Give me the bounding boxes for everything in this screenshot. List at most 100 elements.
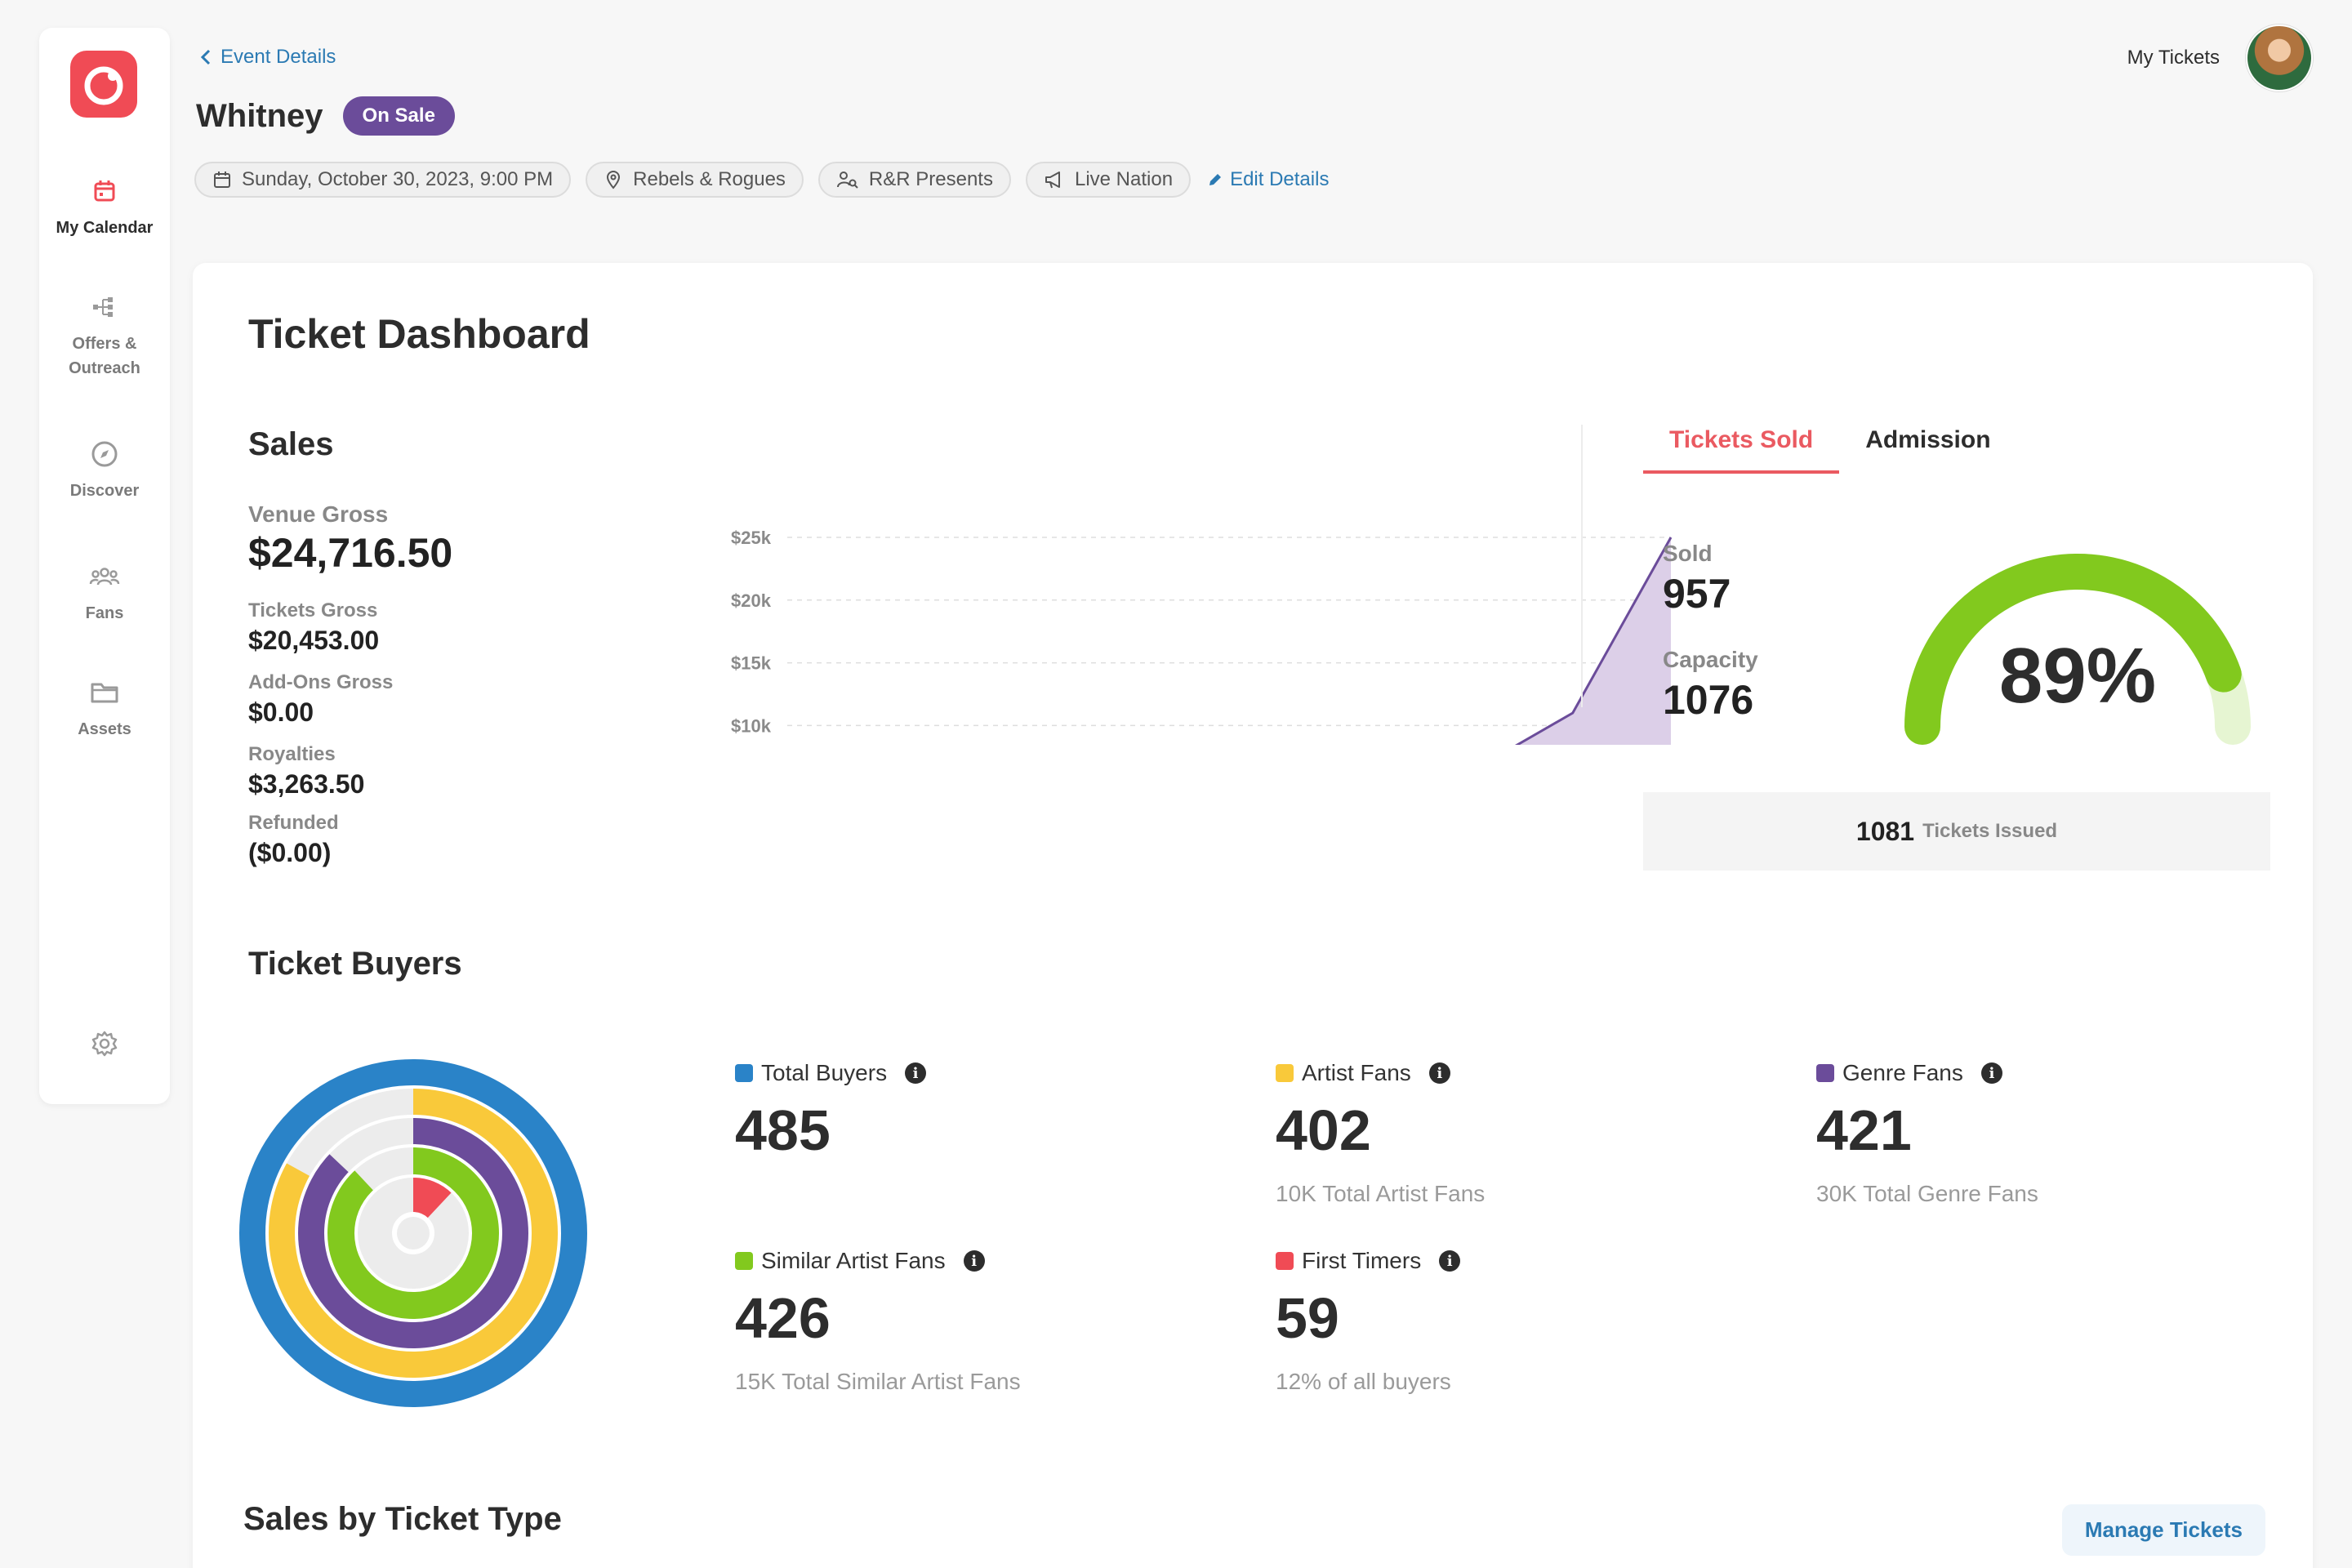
dashboard-title: Ticket Dashboard [248, 311, 590, 357]
buyer-sub: 30K Total Genre Fans [1816, 1181, 2038, 1206]
refunded-stat: Refunded ($0.00) [248, 810, 339, 869]
buyer-sub: 10K Total Artist Fans [1276, 1181, 1486, 1206]
stat-label: Refunded [248, 812, 339, 834]
sidebar-item-offers-outreach[interactable]: Offers & Outreach [39, 291, 170, 381]
hierarchy-icon [93, 297, 113, 317]
ring-artist-fans [267, 1087, 559, 1379]
tab-tickets-sold[interactable]: Tickets Sold [1643, 426, 1840, 474]
stat-value: $0.00 [248, 697, 314, 727]
genre-fans-stat: Genre Fans i 421 30K Total Genre Fans [1816, 1060, 2038, 1207]
gauge-fill [1904, 554, 2242, 745]
info-icon[interactable]: i [1980, 1062, 2002, 1084]
ring-separator [295, 1115, 532, 1352]
stat-label: Venue Gross [248, 501, 389, 527]
info-icon[interactable]: i [1439, 1250, 1461, 1272]
date-chip: Sunday, October 30, 2023, 9:00 PM [194, 162, 572, 198]
edit-label: Edit Details [1230, 168, 1330, 190]
legend-swatch [1276, 1252, 1294, 1270]
buyer-value: 421 [1816, 1098, 1912, 1162]
info-icon[interactable]: i [963, 1250, 985, 1272]
map-pin-icon [607, 171, 621, 189]
ring-genre-fans [296, 1116, 530, 1350]
megaphone-icon [1045, 172, 1060, 189]
buyer-value: 402 [1276, 1098, 1371, 1162]
sidebar-item-discover[interactable]: Discover [39, 438, 170, 503]
sidebar: My Calendar Offers & Outreach Discover F… [39, 28, 170, 1104]
sidebar-item-label: Discover [69, 482, 140, 500]
sidebar-item-fans[interactable]: Fans [39, 560, 170, 626]
section-divider [1581, 425, 1583, 707]
app-logo[interactable] [70, 51, 137, 118]
status-badge: On Sale [342, 96, 455, 136]
stat-value: 1076 [1663, 677, 1754, 723]
buyers-radial-chart [236, 1056, 590, 1410]
sidebar-item-label: Fans [85, 604, 124, 622]
buyer-label: Total Buyers [761, 1060, 888, 1085]
sidebar-item-my-calendar[interactable]: My Calendar [39, 175, 170, 240]
chip-label: Rebels & Rogues [633, 168, 786, 190]
stat-label: Capacity [1663, 647, 1758, 672]
buyer-sub: 15K Total Similar Artist Fans [735, 1369, 1021, 1394]
ring-separator [236, 1056, 590, 1410]
chevron-left-icon [200, 49, 211, 65]
ring-total-buyers [238, 1058, 589, 1409]
ring-separator [265, 1085, 561, 1381]
gear-icon[interactable] [88, 1027, 121, 1060]
buyer-value: 59 [1276, 1286, 1339, 1350]
sold-stat: Sold 957 [1663, 539, 1731, 619]
ring-separator [324, 1144, 502, 1322]
sidebar-item-assets[interactable]: Assets [39, 676, 170, 742]
legend-swatch [735, 1064, 753, 1082]
buyer-label: Artist Fans [1302, 1060, 1411, 1085]
pencil-icon [1209, 174, 1222, 185]
sidebar-item-label: Assets [78, 720, 131, 738]
sales-area [1517, 537, 1671, 745]
back-label: Event Details [220, 46, 336, 68]
issued-count: 1081 [1855, 816, 1915, 846]
buyer-label: Similar Artist Fans [761, 1248, 946, 1273]
artist-fans-stat: Artist Fans i 402 10K Total Artist Fans [1276, 1060, 1485, 1207]
tickets-tabs: Tickets Sold Admission [1643, 426, 2017, 474]
issued-label: Tickets Issued [1922, 820, 2058, 842]
buyer-label: First Timers [1302, 1248, 1422, 1273]
chip-label: R&R Presents [868, 168, 993, 190]
total-buyers-stat: Total Buyers i 485 [735, 1060, 927, 1163]
stat-label: Royalties [248, 743, 336, 765]
organizer-chip[interactable]: Live Nation [1025, 162, 1192, 198]
promoter-chip[interactable]: R&R Presents [817, 162, 1011, 198]
stat-value: ($0.00) [248, 838, 332, 867]
info-icon[interactable]: i [1428, 1062, 1450, 1084]
avatar[interactable] [2246, 24, 2313, 91]
folder-icon [91, 683, 118, 703]
tickets-issued-bar: 1081 Tickets Issued [1643, 792, 2270, 871]
tickets-gross-stat: Tickets Gross $20,453.00 [248, 598, 379, 657]
gauge-percent-label: 89% [1999, 632, 2156, 719]
edit-details-link[interactable]: Edit Details [1207, 168, 1329, 191]
title-row: Whitney On Sale [196, 96, 455, 136]
buyer-value: 426 [735, 1286, 831, 1350]
y-tick-label: $20k [731, 590, 772, 611]
y-tick-label: $25k [731, 528, 772, 548]
royalties-stat: Royalties $3,263.50 [248, 742, 364, 800]
sales-line [1515, 537, 1673, 745]
buyer-sub: 12% of all buyers [1276, 1369, 1451, 1394]
buyer-value: 485 [735, 1098, 831, 1162]
chip-label: Sunday, October 30, 2023, 9:00 PM [242, 168, 554, 190]
venue-chip[interactable]: Rebels & Rogues [586, 162, 804, 198]
y-tick-label: $15k [731, 653, 772, 674]
event-info-chips: Sunday, October 30, 2023, 9:00 PM Rebels… [194, 162, 1329, 198]
manage-tickets-button[interactable]: Manage Tickets [2061, 1504, 2265, 1556]
ticket-buyers-title: Ticket Buyers [248, 946, 462, 982]
back-to-event-details-link[interactable]: Event Details [199, 46, 336, 69]
tab-admission[interactable]: Admission [1865, 426, 1991, 453]
people-icon [89, 568, 120, 586]
my-tickets-link[interactable]: My Tickets [2127, 47, 2220, 69]
sales-chart: $25k$20k$15k$10k$5k 12/5/212/26/22 [731, 528, 1673, 745]
ring-separator [354, 1174, 472, 1292]
sidebar-item-label: My Calendar [56, 219, 154, 237]
info-icon[interactable]: i [905, 1062, 927, 1084]
ring-similar-artist-fans [326, 1146, 501, 1321]
compass-icon [91, 441, 118, 467]
user-search-icon [836, 172, 858, 189]
similar-artist-fans-stat: Similar Artist Fans i 426 15K Total Simil… [735, 1248, 1021, 1395]
